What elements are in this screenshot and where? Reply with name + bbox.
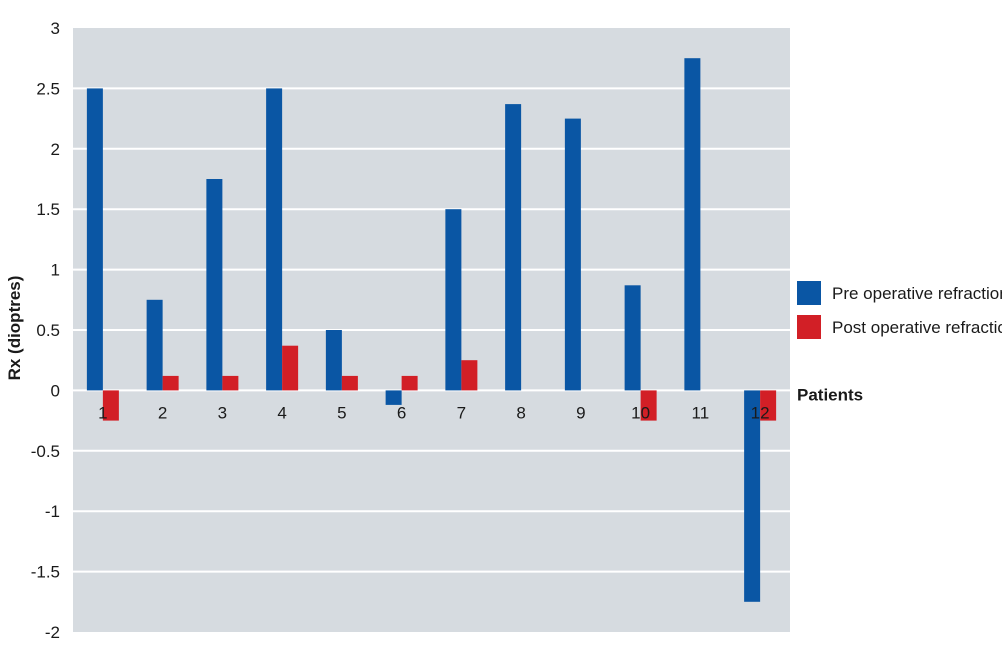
y-tick-label: 0.5 bbox=[36, 321, 60, 340]
x-axis-ticks: 1 2 3 4 5 6 7 8 9 10 11 12 bbox=[98, 403, 769, 422]
legend: Pre operative refraction Post operative … bbox=[797, 281, 1002, 339]
bar-pre-operative bbox=[325, 330, 342, 391]
bar-pre-operative bbox=[505, 104, 522, 391]
legend-label-post: Post operative refractio bbox=[832, 318, 1002, 337]
x-tick-label: 5 bbox=[337, 403, 346, 422]
bar-post-operative bbox=[162, 375, 179, 391]
bar-pre-operative bbox=[564, 118, 581, 391]
bars bbox=[86, 58, 777, 602]
x-tick-label: 1 bbox=[98, 403, 107, 422]
y-tick-label: -1 bbox=[45, 502, 60, 521]
bar-post-operative bbox=[341, 375, 358, 391]
y-tick-label: 0 bbox=[51, 381, 60, 400]
y-tick-label: -1.5 bbox=[31, 563, 60, 582]
x-tick-label: 11 bbox=[692, 403, 710, 422]
x-tick-label: 2 bbox=[158, 403, 167, 422]
y-tick-label: 2 bbox=[51, 140, 60, 159]
bar-post-operative bbox=[282, 345, 299, 391]
y-axis-title: Rx (dioptres) bbox=[5, 276, 24, 381]
bar-pre-operative bbox=[266, 88, 283, 391]
y-tick-label: 1.5 bbox=[36, 200, 60, 219]
legend-swatch-pre bbox=[797, 281, 821, 305]
y-tick-label: 1 bbox=[51, 261, 60, 280]
y-axis-ticks: 3 2.5 2 1.5 1 0.5 0 -0.5 -1 -1.5 -2 bbox=[31, 19, 60, 642]
bar-pre-operative bbox=[684, 58, 701, 391]
x-tick-label: 12 bbox=[751, 403, 770, 422]
bar-pre-operative bbox=[385, 390, 402, 405]
gridlines bbox=[73, 87, 790, 573]
bar-post-operative bbox=[102, 390, 119, 421]
x-axis-title: Patients bbox=[797, 385, 863, 404]
bar-post-operative bbox=[760, 390, 777, 421]
x-tick-label: 4 bbox=[277, 403, 286, 422]
bar-post-operative bbox=[461, 360, 478, 391]
y-tick-label: 2.5 bbox=[36, 79, 60, 98]
legend-swatch-post bbox=[797, 315, 821, 339]
bar-post-operative bbox=[222, 375, 239, 391]
x-tick-label: 7 bbox=[457, 403, 466, 422]
legend-label-pre: Pre operative refraction bbox=[832, 284, 1002, 303]
bar-post-operative bbox=[640, 390, 657, 421]
bar-pre-operative bbox=[146, 299, 163, 391]
bar-pre-operative bbox=[206, 179, 223, 391]
y-tick-label: -2 bbox=[45, 623, 60, 642]
bar-pre-operative bbox=[624, 285, 641, 391]
y-tick-label: 3 bbox=[51, 19, 60, 38]
y-tick-label: -0.5 bbox=[31, 442, 60, 461]
bar-pre-operative bbox=[86, 88, 103, 391]
bar-pre-operative bbox=[744, 390, 761, 602]
x-tick-label: 9 bbox=[576, 403, 585, 422]
bar-post-operative bbox=[401, 375, 418, 391]
x-tick-label: 6 bbox=[397, 403, 406, 422]
x-tick-label: 10 bbox=[631, 403, 650, 422]
x-tick-label: 3 bbox=[218, 403, 227, 422]
x-tick-label: 8 bbox=[516, 403, 525, 422]
bar-pre-operative bbox=[445, 209, 462, 391]
